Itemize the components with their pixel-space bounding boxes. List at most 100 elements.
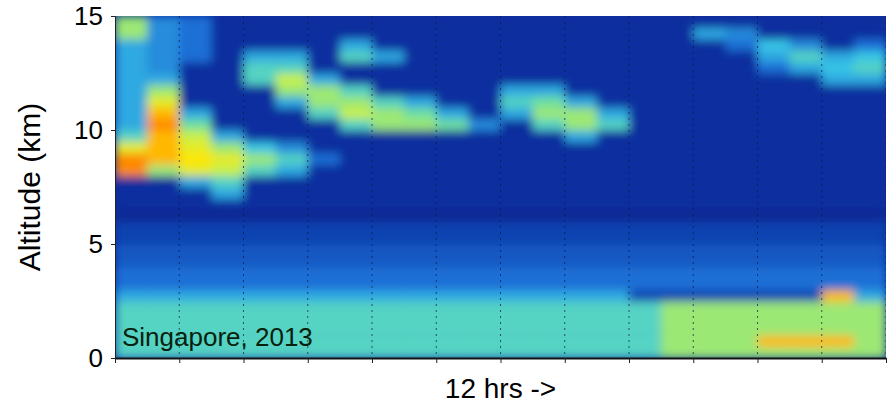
cell <box>725 312 758 324</box>
cell <box>340 198 373 210</box>
x-tick-mark <box>501 358 502 363</box>
cell <box>340 16 373 28</box>
cell <box>501 130 534 142</box>
cell <box>725 107 758 119</box>
cell <box>822 267 855 279</box>
cell <box>790 244 823 256</box>
cell <box>693 255 726 267</box>
cell <box>436 164 469 176</box>
cell <box>533 278 566 290</box>
cell <box>693 312 726 324</box>
cell <box>661 301 694 313</box>
cell <box>340 301 373 313</box>
cell <box>565 324 598 336</box>
cell <box>565 153 598 165</box>
cell <box>179 62 212 74</box>
plot-background <box>115 16 886 358</box>
cell <box>436 130 469 142</box>
cell <box>790 221 823 233</box>
cell <box>725 176 758 188</box>
cell <box>340 244 373 256</box>
cell <box>115 221 148 233</box>
cell <box>533 62 566 74</box>
x-tick <box>308 358 309 363</box>
cell <box>244 187 277 199</box>
cell <box>436 176 469 188</box>
cell <box>211 27 244 39</box>
cell <box>597 278 630 290</box>
x-tick-mark <box>822 358 823 363</box>
cell <box>854 255 886 267</box>
cell <box>501 267 534 279</box>
cell <box>468 16 501 28</box>
cell <box>372 27 405 39</box>
cell <box>597 221 630 233</box>
cell <box>629 107 662 119</box>
cell <box>758 187 791 199</box>
cell <box>725 198 758 210</box>
cell <box>244 255 277 267</box>
cell <box>854 221 886 233</box>
cell <box>533 84 566 96</box>
cell <box>790 324 823 336</box>
cell <box>372 176 405 188</box>
cell <box>533 255 566 267</box>
cell <box>790 347 823 358</box>
cell <box>276 96 309 108</box>
cell <box>629 244 662 256</box>
cell <box>115 164 148 176</box>
cell <box>115 187 148 199</box>
cell <box>276 27 309 39</box>
cell <box>244 50 277 62</box>
cell <box>308 39 341 51</box>
x-tick-mark <box>372 358 373 363</box>
cell <box>758 176 791 188</box>
cell <box>308 119 341 131</box>
cell <box>725 153 758 165</box>
cell <box>147 153 180 165</box>
cell <box>629 73 662 85</box>
cell <box>629 153 662 165</box>
cell <box>693 210 726 222</box>
cell <box>211 187 244 199</box>
cell <box>661 96 694 108</box>
y-tick-label: 5 <box>89 229 103 259</box>
cell <box>501 119 534 131</box>
cell <box>854 210 886 222</box>
cell <box>436 312 469 324</box>
cell <box>404 301 437 313</box>
cell <box>790 278 823 290</box>
cell <box>308 233 341 245</box>
cell <box>404 62 437 74</box>
cell <box>244 198 277 210</box>
cell <box>115 244 148 256</box>
x-axis <box>116 358 887 363</box>
cell <box>822 290 855 302</box>
cell <box>790 16 823 28</box>
cell <box>854 107 886 119</box>
cell <box>501 335 534 347</box>
cell <box>404 324 437 336</box>
cell <box>436 16 469 28</box>
cell <box>629 187 662 199</box>
cell <box>661 221 694 233</box>
cell <box>758 96 791 108</box>
cell <box>693 187 726 199</box>
cell <box>340 73 373 85</box>
cell <box>822 141 855 153</box>
cell <box>565 267 598 279</box>
cell <box>533 16 566 28</box>
cell <box>276 153 309 165</box>
grid-line <box>693 16 694 358</box>
cell <box>340 187 373 199</box>
cell <box>822 16 855 28</box>
cell <box>661 84 694 96</box>
cell <box>854 187 886 199</box>
cell <box>790 176 823 188</box>
x-tick-mark <box>629 358 630 363</box>
x-tick-mark <box>244 358 245 363</box>
cell <box>565 107 598 119</box>
cell <box>468 233 501 245</box>
cell <box>693 221 726 233</box>
cell <box>340 50 373 62</box>
